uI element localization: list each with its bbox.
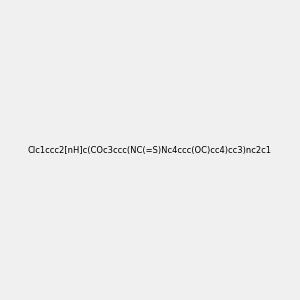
Text: Clc1ccc2[nH]c(COc3ccc(NC(=S)Nc4ccc(OC)cc4)cc3)nc2c1: Clc1ccc2[nH]c(COc3ccc(NC(=S)Nc4ccc(OC)cc…	[28, 146, 272, 154]
